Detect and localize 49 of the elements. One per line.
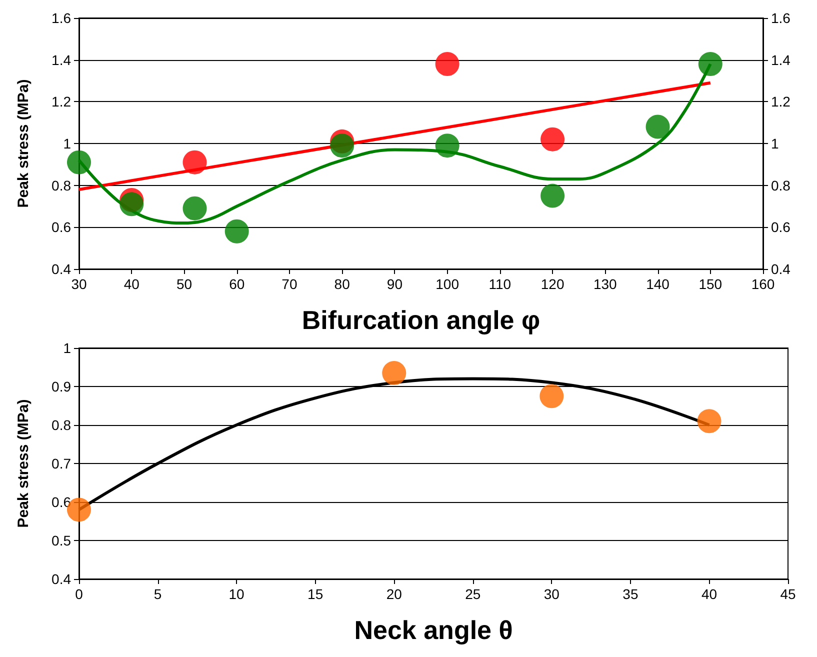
y2-tick-label: 1.6 (771, 10, 791, 26)
y-tick-label: 0.9 (52, 378, 72, 394)
x-axis-title: Bifurcation angle φ (302, 305, 540, 335)
y-tick-label: 0.8 (52, 417, 72, 433)
y-tick-label: 1 (63, 340, 72, 356)
y-tick-label: 0.6 (52, 494, 72, 510)
x-tick-label: 150 (698, 276, 722, 292)
y2-tick-label: 0.4 (771, 261, 791, 277)
x-tick-label: 30 (71, 276, 87, 292)
y-tick-label: 0.7 (52, 456, 72, 472)
x-tick-label: 35 (622, 586, 638, 602)
x-tick-label: 10 (228, 586, 245, 602)
y2-tick-label: 1.4 (771, 52, 791, 68)
x-tick-label: 20 (386, 586, 402, 602)
x-tick-label: 110 (488, 276, 512, 292)
y-tick-label: 0.5 (52, 532, 72, 548)
x-tick-label: 60 (229, 276, 245, 292)
x-tick-label: 0 (75, 586, 84, 602)
x-tick-label: 100 (436, 276, 460, 292)
y2-tick-label: 0.6 (771, 219, 791, 236)
x-tick-label: 70 (282, 276, 298, 292)
y2-tick-label: 1.2 (771, 94, 791, 110)
x-tick-label: 120 (540, 276, 564, 292)
y2-tick-label: 0.8 (771, 177, 791, 194)
x-tick-label: 25 (465, 586, 481, 602)
y-tick-label: 0.6 (52, 219, 72, 236)
y-tick-label: 1.2 (52, 94, 72, 110)
x-tick-label: 40 (124, 276, 140, 292)
x-tick-label: 15 (308, 586, 324, 602)
y-tick-label: 0.4 (52, 571, 72, 587)
x-tick-label: 45 (780, 586, 796, 602)
y2-tick-label: 1 (771, 136, 779, 152)
x-tick-label: 140 (646, 276, 670, 292)
x-tick-label: 90 (386, 276, 403, 292)
y-axis-title: Peak stress (MPa) (15, 79, 32, 208)
x-tick-label: 40 (701, 586, 718, 602)
y-axis-title: Peak stress (MPa) (15, 399, 32, 528)
x-axis-title: Neck angle θ (354, 615, 513, 645)
x-tick-label: 130 (593, 276, 618, 292)
y-tick-label: 0.4 (52, 261, 72, 277)
x-tick-label: 80 (334, 276, 350, 292)
x-tick-label: 30 (544, 586, 560, 602)
x-tick-label: 160 (751, 276, 775, 292)
y-tick-label: 1.4 (52, 52, 72, 68)
y-tick-label: 1 (63, 136, 72, 152)
x-tick-label: 50 (176, 276, 192, 292)
y-tick-label: 0.8 (52, 177, 72, 194)
x-tick-label: 5 (154, 586, 162, 602)
y-tick-label: 1.6 (52, 10, 72, 26)
